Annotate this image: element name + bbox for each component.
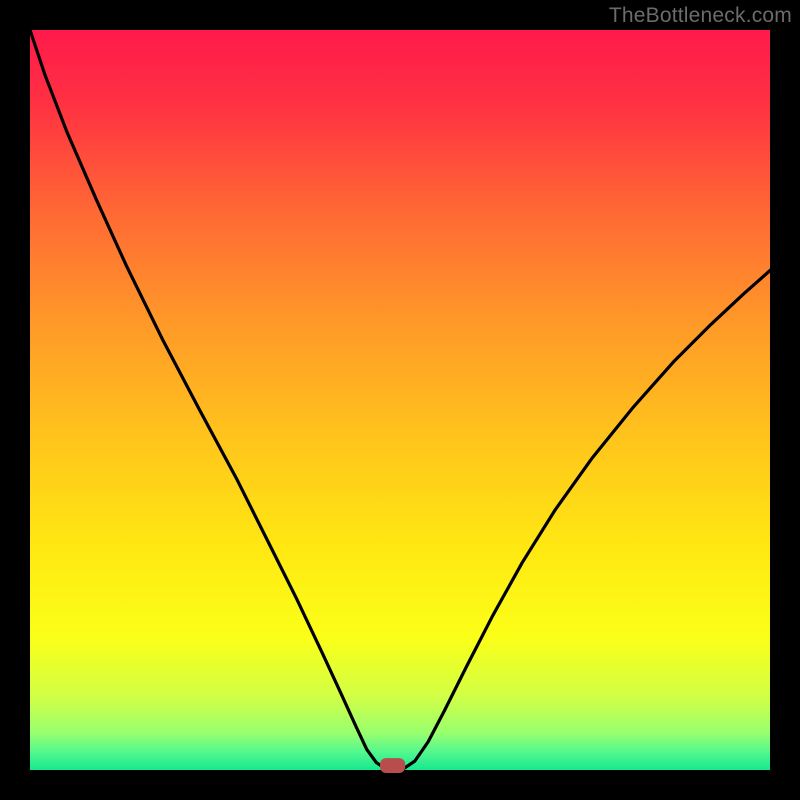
plot-background — [30, 30, 770, 770]
bottleneck-chart — [0, 0, 800, 800]
watermark-text: TheBottleneck.com — [609, 4, 792, 28]
optimum-marker — [380, 758, 405, 773]
